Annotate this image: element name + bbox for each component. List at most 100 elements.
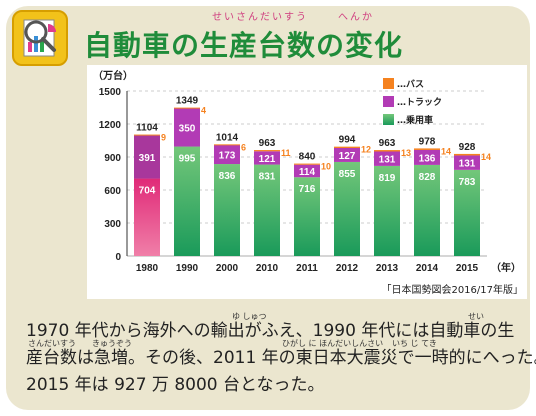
bus-value-label: 13 (401, 148, 411, 158)
furigana-kyuuzou: きゅうぞう (92, 339, 132, 348)
bar-bus (414, 148, 440, 150)
total-value-label: 963 (379, 138, 396, 149)
x-tick-label: 2015 (456, 263, 479, 274)
body-line-1: 1970 年代から海外への輸出がふえ、1990 年代には自動車の生 (26, 321, 515, 341)
bus-value-label: 11 (281, 148, 291, 158)
passenger-value-label: 783 (459, 177, 476, 188)
total-value-label: 994 (339, 135, 356, 146)
bar-truck (254, 151, 280, 165)
truck-value-label: 350 (179, 123, 196, 134)
passenger-value-label: 855 (339, 169, 356, 180)
legend-swatch (383, 96, 394, 107)
bar-bus (334, 146, 360, 148)
truck-value-label: 136 (419, 153, 436, 164)
bar-bus (214, 144, 240, 146)
furigana-yushutsu: ゆ しゅつ (232, 312, 267, 321)
x-unit-label: （年） (491, 261, 521, 274)
bar-passenger (214, 164, 240, 256)
legend-label: …トラック (397, 97, 442, 108)
bar-passenger (294, 177, 320, 256)
page-title: 自動車の生産台数の変化 (84, 29, 404, 62)
truck-value-label: 391 (139, 153, 156, 164)
total-value-label: 978 (419, 136, 436, 147)
bar-passenger (374, 165, 400, 256)
legend-label: …乗用車 (397, 114, 433, 126)
passenger-value-label: 819 (379, 173, 396, 184)
bus-value-label: 12 (361, 145, 371, 155)
legend-swatch (383, 78, 394, 89)
passenger-value-label: 828 (419, 172, 436, 183)
bus-value-label: 4 (201, 106, 206, 116)
bar-truck (414, 149, 440, 165)
legend-label: …バス (397, 79, 424, 90)
passenger-value-label: 836 (219, 171, 236, 182)
body-line-3: 2015 年は 927 万 8000 台となった。 (26, 375, 325, 395)
x-tick-label: 1990 (176, 263, 199, 274)
truck-value-label: 114 (299, 167, 316, 178)
x-tick-label: 2012 (336, 263, 359, 274)
y-tick-label: 0 (115, 252, 121, 263)
total-value-label: 1014 (216, 132, 239, 143)
bar-bus (374, 150, 400, 152)
bar-truck (454, 155, 480, 170)
bus-value-label: 14 (481, 152, 491, 162)
bar-bus (454, 153, 480, 156)
y-tick-label: 1500 (99, 87, 122, 98)
truck-value-label: 131 (459, 159, 476, 170)
total-value-label: 1349 (176, 96, 199, 107)
furigana-sei: せい (468, 312, 484, 321)
bar-passenger (254, 164, 280, 256)
legend-swatch (383, 114, 394, 125)
bar-passenger (134, 178, 160, 256)
chart-container: 0 300 600 900 1200 1500 （万台） 704 391 9 1104 1980 995… (87, 65, 527, 299)
passenger-value-label: 704 (139, 186, 156, 197)
bar-bus (254, 150, 280, 152)
bus-value-label: 14 (441, 146, 451, 156)
y-tick-label: 600 (104, 186, 121, 197)
furigana-ichijiteki: いち じ てき (392, 339, 437, 348)
bar-passenger (174, 146, 200, 256)
passenger-value-label: 995 (179, 154, 196, 165)
truck-value-label: 121 (259, 154, 276, 165)
bus-value-label: 6 (241, 142, 246, 152)
chart-magnifier-icon (12, 10, 68, 66)
bar-passenger (334, 161, 360, 256)
y-tick-label: 300 (104, 219, 121, 230)
furigana-higashinihondaishinsai: ひがし に ほんだいしんさい (282, 339, 384, 348)
bar-bus (294, 163, 320, 165)
title-reading-seisandaisuu: せいさんだいすう (212, 12, 308, 23)
body-paragraph: 1970 年代から海外への輸出がふえ、1990 年代には自動車の生 産台数は急増… (26, 318, 536, 399)
source-caption: 「日本国勢図会2016/17年版」 (381, 283, 523, 296)
x-tick-label: 1980 (136, 263, 159, 274)
y-tick-label: 1200 (99, 120, 122, 131)
y-tick-label: 900 (104, 153, 121, 164)
y-unit-label: （万台） (93, 69, 133, 82)
x-tick-label: 2010 (256, 263, 279, 274)
passenger-value-label: 716 (299, 184, 316, 195)
total-value-label: 1104 (136, 123, 158, 134)
bus-value-label: 9 (161, 133, 166, 143)
passenger-value-label: 831 (259, 172, 276, 183)
truck-value-label: 131 (379, 155, 396, 166)
bar-passenger (454, 169, 480, 256)
total-value-label: 963 (259, 138, 276, 149)
total-value-label: 840 (299, 152, 316, 163)
bar-truck (294, 164, 320, 178)
bar-passenger (414, 164, 440, 256)
bar-truck (214, 145, 240, 165)
bus-value-label: 10 (321, 162, 331, 172)
title-reading-henka: へんか (338, 12, 374, 23)
x-tick-label: 2000 (216, 263, 239, 274)
x-tick-label: 2013 (376, 263, 399, 274)
bar-bus (134, 134, 160, 136)
bar-truck (134, 135, 160, 179)
truck-value-label: 173 (219, 151, 236, 162)
x-tick-label: 2011 (296, 263, 318, 274)
body-line-2: 産台数は急増。その後、2011 年の東日本大震災で一時的にへった。 (26, 348, 536, 368)
x-tick-label: 2014 (416, 263, 439, 274)
bar-truck (334, 147, 360, 162)
truck-value-label: 127 (339, 151, 356, 162)
bar-truck (174, 108, 200, 147)
